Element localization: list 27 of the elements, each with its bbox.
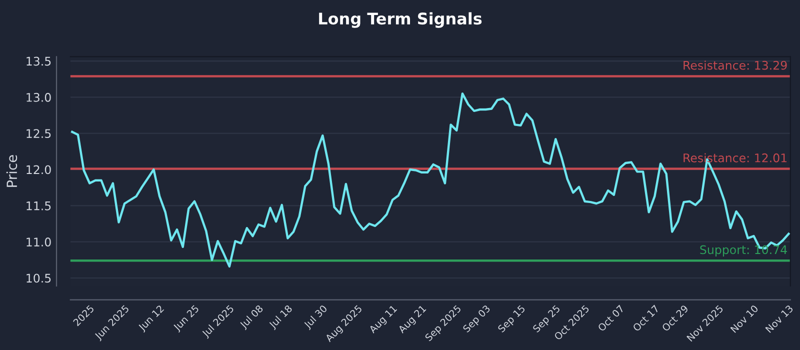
ref-line-label: Resistance: 13.29 (684, 60, 787, 70)
y-axis-title: Price (6, 155, 18, 187)
x-tick-label: Sep 15 (497, 304, 527, 334)
chart-title: Long Term Signals (319, 12, 482, 28)
x-tick-label: Oct 07 (597, 304, 624, 332)
y-tick-label: 11.5 (26, 202, 51, 210)
y-tick-label: 13.5 (26, 56, 51, 66)
y-tick-label: 11.0 (26, 238, 51, 246)
x-tick-label: Jun 12 (138, 304, 166, 333)
line-series (71, 92, 790, 268)
x-tick-label: Jul 30 (303, 304, 329, 330)
x-tick-label: Jul 18 (268, 304, 294, 330)
x-tick-label: Nov 10 (730, 304, 759, 334)
y-tick-label: 13.0 (26, 92, 51, 102)
x-tick-label: Aug 21 (397, 304, 428, 335)
x-tick-label: Aug 11 (368, 304, 399, 335)
ref-line-label: Support: 10.74 (700, 245, 787, 256)
x-tick-label: Jul 08 (238, 304, 265, 330)
y-tick-label: 12.5 (26, 129, 51, 138)
y-tick-label: 12.0 (26, 165, 51, 174)
x-tick-label: Jun 25 (172, 304, 200, 333)
y-tick-label: 10.5 (26, 274, 51, 283)
x-tick-label: Oct 29 (661, 304, 689, 332)
x-tick-label: Sep 03 (462, 304, 492, 334)
ref-line-label: Resistance: 12.01 (684, 153, 787, 162)
x-tick-label: Oct 17 (632, 304, 660, 332)
x-tick-label: Nov 13 (765, 304, 794, 334)
